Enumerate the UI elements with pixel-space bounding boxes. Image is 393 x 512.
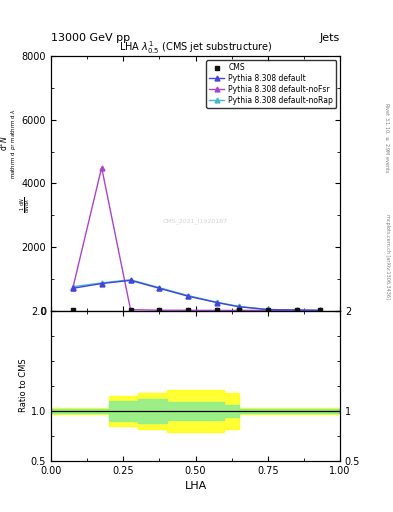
Pythia 8.308 default <box>186 293 191 300</box>
CMS <box>237 307 241 313</box>
Title: LHA $\lambda^{1}_{0.5}$ (CMS jet substructure): LHA $\lambda^{1}_{0.5}$ (CMS jet substru… <box>119 39 272 56</box>
Text: $\frac{1}{\mathrm{d}N} \frac{\mathrm{d}N}{\mathrm{d}\lambda}$: $\frac{1}{\mathrm{d}N} \frac{\mathrm{d}N… <box>18 197 33 213</box>
CMS <box>294 307 299 313</box>
Line: Pythia 8.308 default-noFsr: Pythia 8.308 default-noFsr <box>70 165 322 313</box>
CMS <box>157 307 162 313</box>
Text: CMS_2021_I1920187: CMS_2021_I1920187 <box>163 219 228 224</box>
CMS <box>215 307 220 313</box>
Line: CMS: CMS <box>70 308 322 313</box>
Pythia 8.308 default <box>265 307 270 313</box>
Pythia 8.308 default-noFsr <box>157 307 162 313</box>
Pythia 8.308 default-noRap <box>186 292 191 298</box>
CMS <box>70 307 75 313</box>
Pythia 8.308 default-noFsr <box>99 164 104 170</box>
CMS <box>128 307 133 313</box>
Line: Pythia 8.308 default: Pythia 8.308 default <box>70 278 322 313</box>
X-axis label: LHA: LHA <box>184 481 207 491</box>
CMS <box>186 307 191 313</box>
Pythia 8.308 default <box>128 278 133 284</box>
Text: Rivet 3.1.10, $\geq$ 2.9M events: Rivet 3.1.10, $\geq$ 2.9M events <box>383 102 390 174</box>
Pythia 8.308 default <box>294 307 299 313</box>
Text: mcplots.cern.ch [arXiv:1306.3436]: mcplots.cern.ch [arXiv:1306.3436] <box>385 214 390 298</box>
Pythia 8.308 default-noRap <box>237 304 241 310</box>
Pythia 8.308 default-noFsr <box>265 307 270 313</box>
Pythia 8.308 default-noRap <box>70 284 75 290</box>
Pythia 8.308 default-noFsr <box>70 285 75 291</box>
Pythia 8.308 default <box>215 300 220 306</box>
Pythia 8.308 default-noFsr <box>294 307 299 313</box>
Pythia 8.308 default <box>237 304 241 310</box>
Legend: CMS, Pythia 8.308 default, Pythia 8.308 default-noFsr, Pythia 8.308 default-noRa: CMS, Pythia 8.308 default, Pythia 8.308 … <box>206 60 336 108</box>
Text: Jets: Jets <box>320 33 340 43</box>
Pythia 8.308 default-noFsr <box>215 307 220 313</box>
CMS <box>318 307 322 313</box>
Pythia 8.308 default <box>157 285 162 291</box>
Pythia 8.308 default-noRap <box>128 276 133 283</box>
Pythia 8.308 default-noFsr <box>128 307 133 313</box>
Pythia 8.308 default <box>70 285 75 291</box>
Pythia 8.308 default <box>318 307 322 313</box>
Pythia 8.308 default <box>99 281 104 287</box>
Pythia 8.308 default-noFsr <box>186 307 191 313</box>
Pythia 8.308 default-noRap <box>215 299 220 305</box>
Pythia 8.308 default-noFsr <box>318 307 322 313</box>
Pythia 8.308 default-noRap <box>265 306 270 312</box>
Pythia 8.308 default-noRap <box>318 307 322 313</box>
Y-axis label: Ratio to CMS: Ratio to CMS <box>19 359 28 413</box>
Text: $\mathrm{d}^2N$: $\mathrm{d}^2N$ <box>0 135 10 152</box>
Line: Pythia 8.308 default-noRap: Pythia 8.308 default-noRap <box>70 278 322 313</box>
Pythia 8.308 default-noRap <box>294 307 299 313</box>
Text: 13000 GeV pp: 13000 GeV pp <box>51 33 130 43</box>
Pythia 8.308 default-noFsr <box>237 307 241 313</box>
CMS <box>265 307 270 313</box>
Pythia 8.308 default-noRap <box>99 280 104 286</box>
Text: $\mathrm{mathrm\ d}\ p_T\ \mathrm{mathrm\ d}\ \lambda$: $\mathrm{mathrm\ d}\ p_T\ \mathrm{mathrm… <box>9 108 18 179</box>
Pythia 8.308 default-noRap <box>157 285 162 291</box>
